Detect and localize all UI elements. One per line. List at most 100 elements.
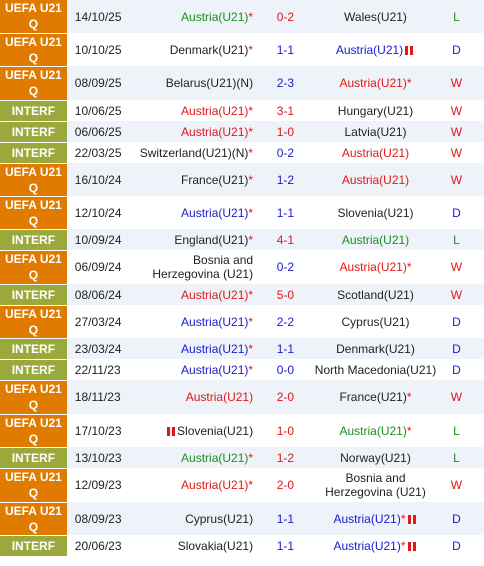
away-team-cell[interactable]: Austria(U21)* [313,502,438,535]
away-team-cell[interactable]: Austria(U21)* [313,535,438,556]
home-team-name[interactable]: Austria(U21) [181,205,249,220]
away-team-cell[interactable]: Norway(U21) [313,447,438,468]
home-team-name[interactable]: Austria(U21) [181,450,249,465]
match-row[interactable]: UEFA U21 Q 27/03/24 Austria(U21)* 2-2 Cyprus… [0,305,484,339]
home-team-cell[interactable]: Austria(U21)* [133,284,258,305]
away-team-name[interactable]: Bosnia and Herzegovina (U21) [325,471,426,499]
match-row[interactable]: INTERF 23/03/24 Austria(U21)* 1-1 Denmark(U2… [0,338,484,360]
away-team-name[interactable]: Austria(U21) [339,76,407,90]
match-row[interactable]: UEFA U21 Q 10/10/25 Denmark(U21)* 1-1 Austri… [0,33,484,67]
away-team-name[interactable]: Norway(U21) [340,450,411,465]
match-row[interactable]: INTERF 20/06/23 Slovakia(U21) 1-1 Austria(U2… [0,535,484,557]
away-team-name[interactable]: Hungary(U21) [337,103,414,118]
match-row[interactable]: UEFA U21 Q 06/09/24 Bosnia and Herzegovina… [0,250,484,285]
home-team-cell[interactable]: France(U21)* [133,163,258,196]
match-row[interactable]: UEFA U21 Q 18/11/23 Austria(U21) 2-0 France(… [0,380,484,415]
away-team-name[interactable]: Denmark(U21) [336,341,415,356]
home-team-name[interactable]: Denmark(U21) [169,42,249,57]
home-team-cell[interactable]: Austria(U21) [133,380,258,414]
match-row[interactable]: UEFA U21 Q 14/10/25 Austria(U21)* 0-2 Wales(… [0,0,484,34]
home-team-name[interactable]: France(U21) [181,172,249,187]
match-row[interactable]: UEFA U21 Q 16/10/24 France(U21)* 1-2 Austria… [0,163,484,197]
match-row[interactable]: INTERF 13/10/23 Austria(U21)* 1-2 Norway(U21… [0,447,484,469]
away-team-name[interactable]: Austria(U21) [335,42,404,57]
home-team-name[interactable]: Austria(U21) [181,478,249,492]
home-team-cell[interactable]: Austria(U21)* [133,305,258,338]
away-team-cell[interactable]: France(U21)* [313,380,438,414]
home-team-name[interactable]: Austria(U21) [181,362,249,377]
home-team-cell[interactable]: Austria(U21)* [133,338,258,359]
match-row[interactable]: INTERF 22/03/25 Switzerland(U21)(N)* 0-2 Aus… [0,142,484,164]
home-team-cell[interactable]: Cyprus(U21) [133,502,258,535]
home-team-name[interactable]: Austria(U21) [181,103,249,118]
home-team-cell[interactable]: Austria(U21)* [133,468,258,502]
home-team-name[interactable]: Austria(U21) [181,287,249,302]
away-team-name[interactable]: Austria(U21) [339,260,407,274]
away-team-name[interactable]: Latvia(U21) [344,124,407,139]
away-team-cell[interactable]: Hungary(U21) [313,100,438,121]
match-row[interactable]: INTERF 10/09/24 England(U21)* 4-1 Austria(U2… [0,229,484,251]
home-team-name[interactable]: Austria(U21) [181,9,249,24]
away-team-cell[interactable]: Austria(U21)* [313,66,438,100]
away-team-name[interactable]: Austria(U21) [341,145,410,160]
away-team-cell[interactable]: Wales(U21) [313,0,438,33]
away-team-cell[interactable]: Austria(U21) [313,163,438,196]
home-team-cell[interactable]: Austria(U21)* [133,0,258,33]
home-team-name[interactable]: Austria(U21) [181,124,249,139]
away-team-cell[interactable]: Bosnia and Herzegovina (U21) [313,468,438,502]
away-team-name[interactable]: France(U21) [339,390,407,404]
away-team-name[interactable]: Austria(U21) [341,232,410,247]
away-team-name[interactable]: North Macedonia(U21) [314,362,437,377]
home-team-cell[interactable]: Austria(U21)* [133,359,258,380]
match-row[interactable]: INTERF 06/06/25 Austria(U21)* 1-0 Latvia(U21… [0,121,484,143]
home-team-cell[interactable]: England(U21)* [133,229,258,250]
home-team-cell[interactable]: Slovakia(U21) [133,535,258,556]
home-team-cell[interactable]: Austria(U21)* [133,447,258,468]
match-row[interactable]: UEFA U21 Q 08/09/25 Belarus(U21)(N) 2-3 Aust… [0,66,484,101]
match-row[interactable]: UEFA U21 Q 12/10/24 Austria(U21)* 1-1 Sloven… [0,196,484,230]
home-team-cell[interactable]: Austria(U21)* [133,100,258,121]
away-team-cell[interactable]: North Macedonia(U21) [313,359,438,380]
away-team-cell[interactable]: Scotland(U21) [313,284,438,305]
match-row[interactable]: UEFA U21 Q 17/10/23 Slovenia(U21) 1-0 Austri… [0,414,484,448]
home-team-name[interactable]: England(U21) [174,232,249,247]
match-row[interactable]: UEFA U21 Q 08/09/23 Cyprus(U21) 1-1 Austria(… [0,502,484,536]
match-row[interactable]: UEFA U21 Q 12/09/23 Austria(U21)* 2-0 Bosnia… [0,468,484,503]
away-team-cell[interactable]: Austria(U21)* [313,414,438,447]
home-team-name[interactable]: Slovenia(U21) [177,423,254,438]
home-team-name[interactable]: Austria(U21) [181,314,249,329]
home-team-name[interactable]: Slovakia(U21) [177,538,254,553]
home-team-name[interactable]: Bosnia and Herzegovina (U21) [152,253,254,281]
away-team-name[interactable]: Austria(U21) [341,172,410,187]
match-row[interactable]: INTERF 10/06/25 Austria(U21)* 3-1 Hungary(U2… [0,100,484,122]
away-team-cell[interactable]: Austria(U21) [313,142,438,163]
home-team-cell[interactable]: Austria(U21)* [133,121,258,142]
away-team-cell[interactable]: Latvia(U21) [313,121,438,142]
home-team-cell[interactable]: Austria(U21)* [133,196,258,229]
home-team-cell[interactable]: Belarus(U21)(N) [133,66,258,100]
home-team-cell[interactable]: Switzerland(U21)(N)* [133,142,258,163]
home-team-cell[interactable]: Bosnia and Herzegovina (U21) [133,250,258,284]
away-team-cell[interactable]: Slovenia(U21) [313,196,438,229]
away-team-name[interactable]: Cyprus(U21) [341,314,410,329]
away-team-name[interactable]: Austria(U21) [333,511,401,526]
away-team-cell[interactable]: Austria(U21) [313,229,438,250]
away-team-name[interactable]: Scotland(U21) [337,287,414,302]
away-team-cell[interactable]: Austria(U21)* [313,250,438,284]
away-team-name[interactable]: Austria(U21) [333,538,401,553]
home-team-name[interactable]: Belarus(U21)(N) [165,76,254,90]
away-team-name[interactable]: Austria(U21) [339,423,407,438]
away-team-cell[interactable]: Cyprus(U21) [313,305,438,338]
home-team-cell[interactable]: Slovenia(U21) [133,414,258,447]
home-team-name[interactable]: Switzerland(U21)(N) [139,145,249,160]
home-team-name[interactable]: Austria(U21) [181,341,249,356]
home-team-name[interactable]: Cyprus(U21) [185,511,254,526]
away-team-cell[interactable]: Denmark(U21) [313,338,438,359]
away-team-name[interactable]: Slovenia(U21) [337,205,414,220]
match-row[interactable]: INTERF 08/06/24 Austria(U21)* 5-0 Scotland(U… [0,284,484,306]
away-team-name[interactable]: Wales(U21) [344,9,407,24]
home-team-cell[interactable]: Denmark(U21)* [133,33,258,66]
home-team-name[interactable]: Austria(U21) [185,390,254,404]
away-team-cell[interactable]: Austria(U21) [313,33,438,66]
match-row[interactable]: INTERF 22/11/23 Austria(U21)* 0-0 North Mace… [0,359,484,381]
